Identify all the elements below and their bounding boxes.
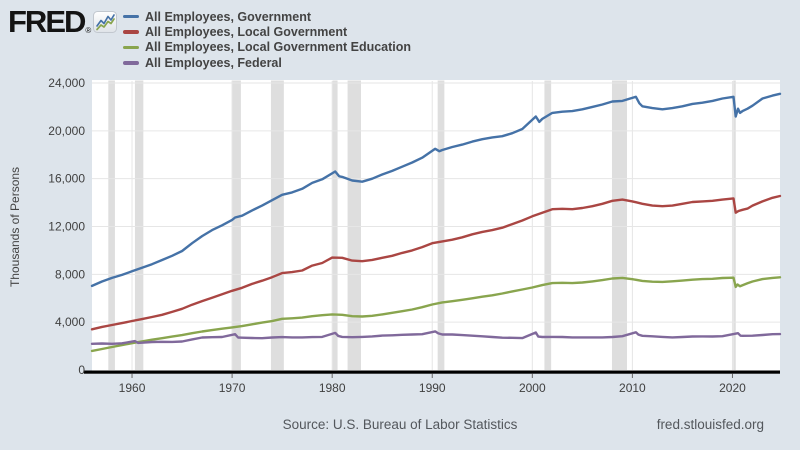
legend-item-label: All Employees, Federal	[145, 55, 282, 70]
y-axis-title: Thousands of Persons	[8, 167, 22, 287]
legend-color-swatch	[123, 14, 139, 19]
source-note: Source: U.S. Bureau of Labor Statistics	[282, 417, 518, 432]
chart-footer: Source: U.S. Bureau of Labor Statistics …	[0, 415, 800, 437]
legend-color-swatch	[123, 45, 139, 50]
x-tick-label: 2000	[519, 381, 546, 395]
legend-item-label: All Employees, Government	[145, 9, 312, 24]
y-tick-label: 12,000	[48, 220, 85, 234]
fred-logo-chart-icon	[93, 11, 118, 38]
legend-item-federal[interactable]: All Employees, Federal	[123, 55, 411, 70]
x-axis-line	[84, 370, 780, 374]
chart-header: FRED ® All Employees, Government All Emp…	[0, 0, 800, 78]
legend-item-government[interactable]: All Employees, Government	[123, 9, 411, 24]
y-tick-label: 0	[78, 363, 85, 377]
legend-item-local-government[interactable]: All Employees, Local Government	[123, 24, 411, 39]
registered-trademark: ®	[85, 26, 92, 35]
legend-color-swatch	[123, 30, 139, 34]
legend-color-swatch	[123, 61, 139, 65]
x-tick-label: 1990	[419, 381, 446, 395]
fred-site-link[interactable]: fred.stlouisfed.org	[656, 417, 764, 432]
chart-legend: All Employees, Government All Employees,…	[123, 9, 411, 71]
y-tick-label: 16,000	[48, 172, 85, 186]
x-tick-label: 2010	[619, 381, 646, 395]
series-line-1	[90, 194, 782, 331]
recession-band	[108, 80, 115, 370]
legend-item-local-government-education[interactable]: All Employees, Local Government Educatio…	[123, 40, 411, 55]
x-tick-label: 1980	[319, 381, 346, 395]
y-tick-label: 20,000	[48, 124, 85, 138]
legend-item-label: All Employees, Local Government Educatio…	[145, 40, 412, 55]
y-tick-label: 8,000	[55, 267, 85, 281]
recession-band	[611, 80, 627, 370]
series-line-0	[90, 92, 782, 288]
series-line-3	[90, 330, 782, 345]
recession-band	[332, 80, 338, 370]
recession-band	[733, 80, 736, 370]
recession-band	[134, 80, 144, 370]
legend-item-label: All Employees, Local Government	[145, 25, 348, 40]
recession-band	[231, 80, 241, 370]
y-tick-label: 24,000	[48, 76, 85, 90]
series-line-2	[90, 276, 782, 353]
x-tick-label: 1970	[219, 381, 246, 395]
x-tick-label: 2020	[719, 381, 746, 395]
recession-band	[347, 80, 361, 370]
fred-logo[interactable]: FRED ®	[8, 4, 118, 39]
recession-band	[544, 80, 552, 370]
fred-logo-text: FRED	[8, 4, 86, 39]
x-tick-label: 1960	[119, 381, 146, 395]
y-tick-label: 4,000	[55, 315, 85, 329]
plot-area	[92, 80, 780, 373]
recession-band	[437, 80, 445, 370]
recession-band	[270, 80, 284, 370]
